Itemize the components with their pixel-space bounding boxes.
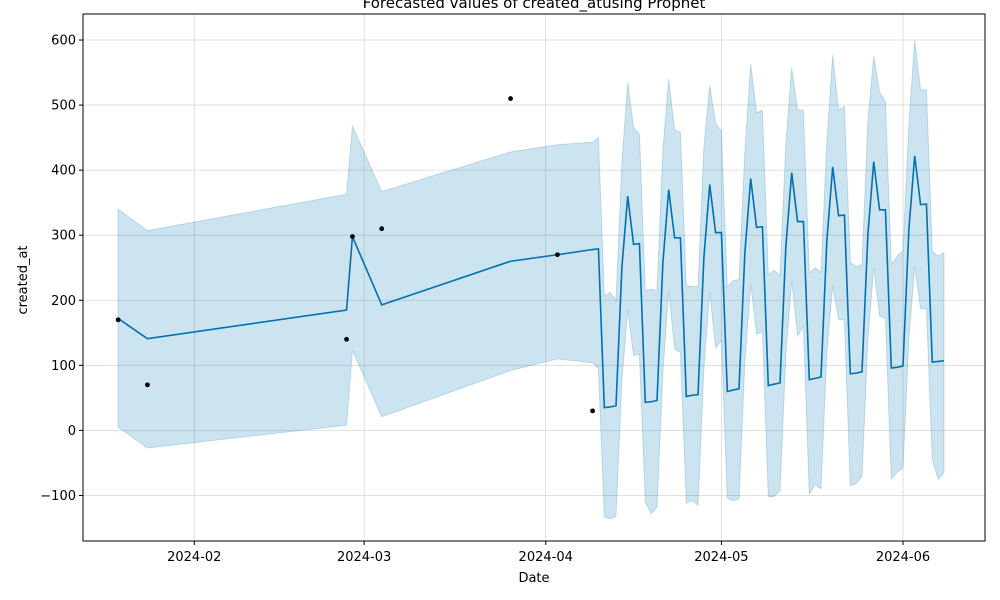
forecast-line bbox=[117, 155, 945, 409]
y-tick-label: 200 bbox=[51, 294, 76, 309]
y-tick-label: 600 bbox=[51, 34, 76, 49]
y-tick-label: 100 bbox=[51, 359, 76, 374]
chart-title: Forecasted values of created_atusing Pro… bbox=[363, 0, 706, 13]
grid bbox=[83, 14, 985, 541]
y-tick-label: 400 bbox=[51, 164, 76, 179]
x-tick-label: 2024-02 bbox=[167, 550, 221, 565]
observed-point bbox=[115, 317, 121, 323]
x-axis-ticks: 2024-02 2024-03 2024-04 2024-05 2024-06 bbox=[167, 541, 930, 565]
uncertainty-band bbox=[117, 39, 945, 520]
y-tick-label: 500 bbox=[51, 99, 76, 114]
observed-point bbox=[508, 96, 513, 101]
y-tick-label: −100 bbox=[40, 489, 76, 504]
observed-point bbox=[350, 234, 355, 239]
y-axis-label: created_at bbox=[16, 245, 31, 314]
x-tick-label: 2024-03 bbox=[337, 550, 391, 565]
plot-area-frame bbox=[82, 13, 986, 542]
uncertainty-interval-area bbox=[117, 39, 945, 520]
forecast-yhat-line bbox=[117, 155, 945, 409]
observed-point bbox=[590, 408, 595, 414]
observed-point bbox=[145, 382, 150, 388]
observed-point bbox=[379, 226, 385, 232]
y-tick-label: 300 bbox=[51, 229, 76, 244]
x-tick-label: 2024-06 bbox=[876, 550, 930, 565]
y-axis-ticks: −100 0 100 200 300 400 500 600 bbox=[40, 34, 83, 504]
x-axis-label: Date bbox=[518, 571, 549, 586]
y-tick-label: 0 bbox=[68, 424, 76, 439]
observed-point bbox=[555, 252, 560, 258]
observed-point bbox=[344, 336, 349, 342]
observed-points bbox=[115, 96, 595, 414]
x-tick-label: 2024-05 bbox=[694, 550, 748, 565]
x-tick-label: 2024-04 bbox=[519, 550, 573, 565]
